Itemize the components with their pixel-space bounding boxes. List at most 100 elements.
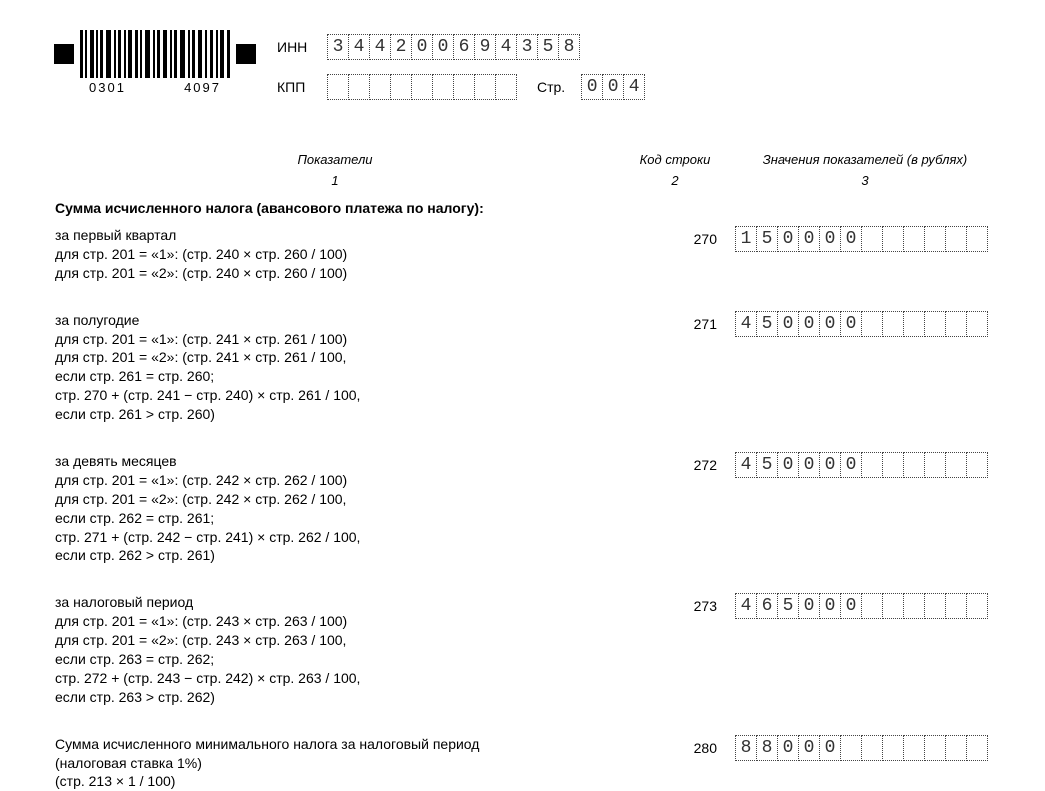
line-sub-text: для стр. 201 = «1»: (стр. 243 × стр. 263… xyxy=(55,612,615,631)
cell xyxy=(903,311,925,337)
cell: 9 xyxy=(474,34,496,60)
cell xyxy=(882,452,904,478)
kpp-label: КПП xyxy=(277,79,317,95)
line-sub-text: (налоговая ставка 1%) xyxy=(55,754,615,773)
line-code: 271 xyxy=(615,311,735,332)
cell xyxy=(882,226,904,252)
form-header: 0301 4097 ИНН 344200694358 КПП Стр. 004 xyxy=(55,30,990,100)
line-sub-text: если стр. 263 > стр. 262) xyxy=(55,688,615,707)
section-title: Сумма исчисленного налога (авансового пл… xyxy=(55,200,990,216)
page-label: Стр. xyxy=(537,79,565,95)
line-sub-text: для стр. 201 = «2»: (стр. 242 × стр. 262… xyxy=(55,490,615,509)
cell xyxy=(411,74,433,100)
line-description: за налоговый периоддля стр. 201 = «1»: (… xyxy=(55,593,615,706)
inn-cells: 344200694358 xyxy=(327,34,580,60)
cell: 0 xyxy=(819,593,841,619)
cell xyxy=(924,593,946,619)
cell: 2 xyxy=(390,34,412,60)
cell xyxy=(966,226,988,252)
value-cells: 465000 xyxy=(735,593,995,619)
cell: 0 xyxy=(840,593,862,619)
cell xyxy=(924,311,946,337)
cell: 0 xyxy=(411,34,433,60)
cell xyxy=(327,74,349,100)
cell: 8 xyxy=(756,735,778,761)
barcode-icon xyxy=(80,30,230,78)
cell: 0 xyxy=(581,74,603,100)
line-sub-text: стр. 272 + (стр. 243 − стр. 242) × стр. … xyxy=(55,669,615,688)
line-sub-text: для стр. 201 = «1»: (стр. 240 × стр. 260… xyxy=(55,245,615,264)
line-value: 450000 xyxy=(735,452,995,478)
col-num-3: 3 xyxy=(735,173,995,188)
cell: 0 xyxy=(819,226,841,252)
cell xyxy=(966,311,988,337)
marker-square-left xyxy=(54,44,74,64)
form-line: за первый кварталдля стр. 201 = «1»: (ст… xyxy=(55,226,990,283)
line-sub-text: если стр. 263 = стр. 262; xyxy=(55,650,615,669)
cell xyxy=(903,226,925,252)
form-line: Сумма исчисленного минимального налога з… xyxy=(55,735,990,791)
rows-container: за первый кварталдля стр. 201 = «1»: (ст… xyxy=(55,226,990,791)
cell: 4 xyxy=(623,74,645,100)
line-code: 280 xyxy=(615,735,735,756)
line-description: за девять месяцевдля стр. 201 = «1»: (ст… xyxy=(55,452,615,565)
line-value: 88000 xyxy=(735,735,995,761)
form-line: за девять месяцевдля стр. 201 = «1»: (ст… xyxy=(55,452,990,565)
line-sub-text: для стр. 201 = «2»: (стр. 241 × стр. 261… xyxy=(55,348,615,367)
line-code: 272 xyxy=(615,452,735,473)
cell: 4 xyxy=(735,311,757,337)
cell xyxy=(861,226,883,252)
cell: 0 xyxy=(777,735,799,761)
cell xyxy=(840,735,862,761)
line-sub-text: для стр. 201 = «1»: (стр. 241 × стр. 261… xyxy=(55,330,615,349)
cell: 5 xyxy=(756,452,778,478)
line-sub-text: для стр. 201 = «2»: (стр. 240 × стр. 260… xyxy=(55,264,615,283)
cell xyxy=(903,735,925,761)
cell xyxy=(861,735,883,761)
cell xyxy=(924,226,946,252)
line-main-text: за полугодие xyxy=(55,311,615,330)
cell: 6 xyxy=(453,34,475,60)
column-numbers: 1 2 3 xyxy=(55,173,990,188)
cell: 0 xyxy=(777,452,799,478)
cell: 3 xyxy=(327,34,349,60)
cell: 0 xyxy=(819,311,841,337)
cell: 4 xyxy=(348,34,370,60)
kpp-cells xyxy=(327,74,517,100)
line-sub-text: (стр. 213 × 1 / 100) xyxy=(55,772,615,791)
cell xyxy=(390,74,412,100)
cell: 4 xyxy=(735,593,757,619)
cell xyxy=(924,735,946,761)
cell: 8 xyxy=(558,34,580,60)
line-sub-text: стр. 271 + (стр. 242 − стр. 241) × стр. … xyxy=(55,528,615,547)
line-code: 270 xyxy=(615,226,735,247)
cell xyxy=(882,593,904,619)
form-line: за налоговый периоддля стр. 201 = «1»: (… xyxy=(55,593,990,706)
cell xyxy=(474,74,496,100)
cell xyxy=(966,452,988,478)
value-cells: 150000 xyxy=(735,226,995,252)
cell: 4 xyxy=(369,34,391,60)
inn-row: ИНН 344200694358 xyxy=(277,34,645,60)
marker-square-right xyxy=(236,44,256,64)
line-main-text: за налоговый период xyxy=(55,593,615,612)
cell: 6 xyxy=(756,593,778,619)
line-sub-text: если стр. 261 > стр. 260) xyxy=(55,405,615,424)
cell: 5 xyxy=(756,226,778,252)
barcode-num-right: 4097 xyxy=(184,80,221,95)
cell: 0 xyxy=(777,226,799,252)
cell xyxy=(453,74,475,100)
cell xyxy=(882,311,904,337)
cell: 0 xyxy=(432,34,454,60)
cell xyxy=(903,593,925,619)
value-cells: 450000 xyxy=(735,311,995,337)
col-header-2: Код строки xyxy=(615,152,735,167)
cell: 0 xyxy=(798,735,820,761)
id-block: ИНН 344200694358 КПП Стр. 004 xyxy=(277,30,645,100)
line-main-text: Сумма исчисленного минимального налога з… xyxy=(55,735,615,754)
page-cells: 004 xyxy=(581,74,645,100)
cell: 0 xyxy=(798,226,820,252)
line-main-text: за первый квартал xyxy=(55,226,615,245)
line-sub-text: если стр. 261 = стр. 260; xyxy=(55,367,615,386)
cell: 0 xyxy=(798,593,820,619)
